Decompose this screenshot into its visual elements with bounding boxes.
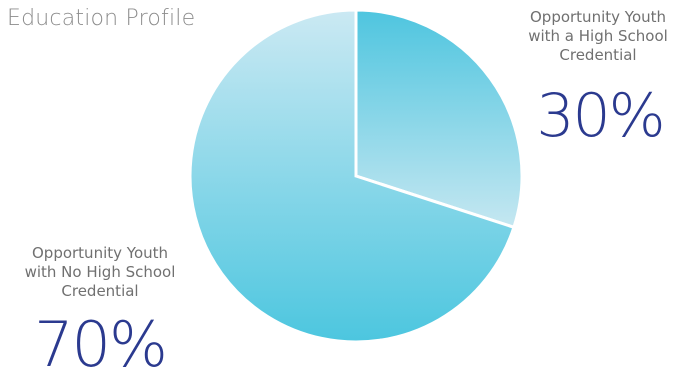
pie-slice-no-credential <box>188 8 516 344</box>
slice-percent-no-credential: 70% <box>34 308 168 381</box>
slice-label-line: Credential <box>559 46 637 64</box>
pie-slice-with-credential <box>354 8 524 230</box>
chart-title: Education Profile <box>7 6 196 31</box>
slice-label-line: with a High School <box>528 27 668 45</box>
slice-label-no-credential: Opportunity Youth with No High School Cr… <box>0 244 200 301</box>
slice-label-with-credential: Opportunity Youth with a High School Cre… <box>508 8 688 65</box>
slice-label-line: with No High School <box>24 263 176 281</box>
slice-label-line: Credential <box>61 282 139 300</box>
slice-label-line: Opportunity Youth <box>529 8 667 26</box>
slice-percent-with-credential: 30% <box>536 81 665 151</box>
slice-label-line: Opportunity Youth <box>31 244 169 262</box>
